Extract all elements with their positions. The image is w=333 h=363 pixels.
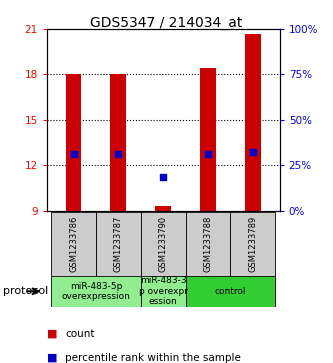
Bar — [185, 212, 230, 276]
Bar — [230, 212, 275, 276]
Text: GDS5347 / 214034_at: GDS5347 / 214034_at — [90, 16, 243, 30]
Text: GSM1233787: GSM1233787 — [114, 216, 123, 272]
Text: miR-483-3
p overexpr
ession: miR-483-3 p overexpr ession — [139, 276, 188, 306]
Bar — [185, 276, 275, 307]
Bar — [200, 68, 216, 211]
Bar — [141, 276, 185, 307]
Text: protocol: protocol — [3, 286, 49, 296]
Text: ■: ■ — [47, 329, 57, 339]
Text: GSM1233788: GSM1233788 — [203, 216, 212, 272]
Bar — [66, 74, 81, 211]
Bar — [111, 74, 126, 211]
Text: GSM1233789: GSM1233789 — [248, 216, 257, 272]
Text: miR-483-5p
overexpression: miR-483-5p overexpression — [62, 282, 130, 301]
Bar — [96, 212, 141, 276]
Text: percentile rank within the sample: percentile rank within the sample — [65, 352, 241, 363]
Text: ■: ■ — [47, 352, 57, 363]
Bar — [245, 34, 261, 211]
Bar — [51, 276, 141, 307]
Bar — [141, 212, 185, 276]
Bar — [51, 212, 96, 276]
Text: GSM1233790: GSM1233790 — [159, 216, 168, 272]
Text: count: count — [65, 329, 95, 339]
Text: GSM1233786: GSM1233786 — [69, 216, 78, 272]
Text: control: control — [215, 287, 246, 296]
Bar — [155, 206, 171, 211]
